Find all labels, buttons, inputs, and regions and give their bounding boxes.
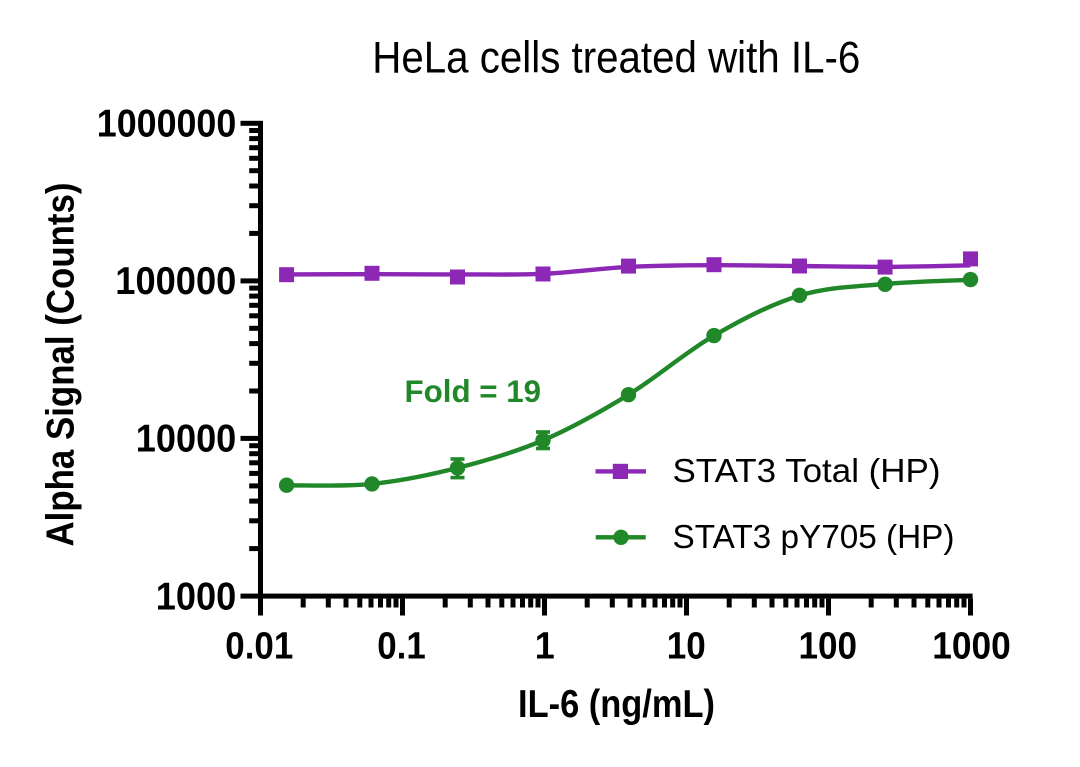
svg-text:Fold = 19: Fold = 19 [405,374,542,409]
svg-text:0.01: 0.01 [225,626,293,668]
svg-text:1: 1 [535,626,555,668]
svg-text:0.1: 0.1 [377,626,426,668]
svg-text:100: 100 [798,626,857,668]
svg-text:IL-6 (ng/mL): IL-6 (ng/mL) [518,683,715,726]
svg-text:100000: 100000 [115,260,236,303]
svg-text:1000000: 1000000 [97,103,237,146]
svg-text:10: 10 [667,626,706,668]
svg-text:HeLa cells treated with IL-6: HeLa cells treated with IL-6 [372,34,860,83]
svg-text:1000: 1000 [932,626,1011,668]
svg-text:10000: 10000 [136,418,237,461]
svg-text:STAT3 pY705 (HP): STAT3 pY705 (HP) [673,519,955,556]
svg-text:1000: 1000 [156,575,237,618]
svg-text:Alpha Signal (Counts): Alpha Signal (Counts) [40,183,83,547]
svg-text:STAT3 Total (HP): STAT3 Total (HP) [673,453,941,490]
